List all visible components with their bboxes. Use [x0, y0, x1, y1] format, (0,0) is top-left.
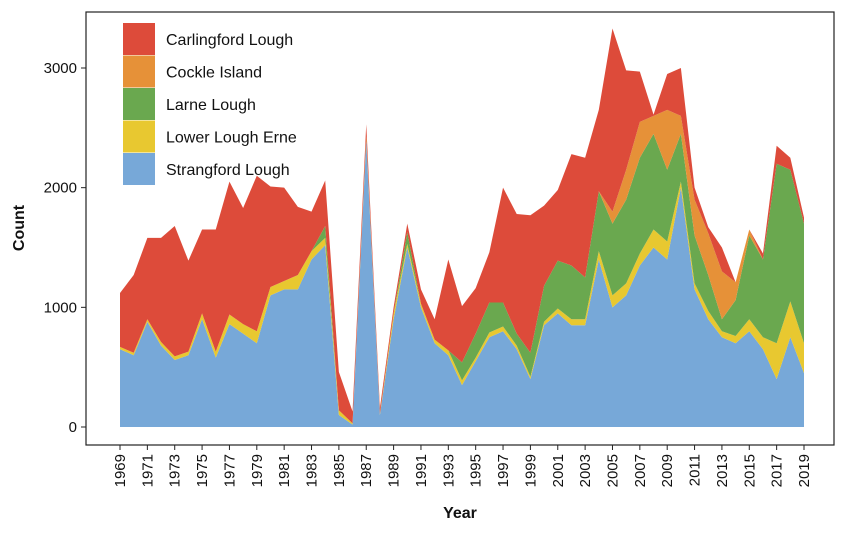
x-tick-label: 1983: [304, 454, 321, 487]
x-tick-label: 1999: [522, 454, 539, 487]
plot-frame: [85, 11, 835, 446]
x-tick-label: 2015: [741, 454, 758, 487]
x-tick-label: 1989: [386, 454, 403, 487]
y-tick-label: 0: [69, 419, 77, 436]
x-tick-label: 1979: [249, 454, 266, 487]
area-series-carlingford-lough: [120, 28, 804, 424]
y-tick-label: 1000: [44, 299, 77, 316]
x-tick-label: 1971: [139, 454, 156, 487]
area-series-larne-lough: [120, 133, 804, 424]
x-axis-title: Year: [443, 505, 477, 522]
x-tick-label: 2011: [687, 454, 704, 486]
legend-label: Cockle Island: [166, 65, 262, 82]
legend: Carlingford Lough Cockle Island Larne Loug…: [123, 23, 297, 185]
x-tick-label: 2005: [604, 454, 621, 487]
y-tick-label: 2000: [44, 180, 77, 197]
legend-label: Carlingford Lough: [166, 32, 293, 49]
x-tick-label: 2017: [769, 454, 786, 487]
x-tick-label: 1969: [112, 454, 129, 487]
legend-swatch: [123, 23, 155, 55]
y-tick-label: 3000: [44, 60, 77, 77]
legend-swatch: [123, 153, 155, 185]
x-tick-label: 2019: [796, 454, 813, 487]
area-series-strangford-lough: [120, 139, 804, 428]
area-layers: [120, 28, 804, 428]
x-tick-label: 2001: [550, 454, 567, 487]
x-axis: 1969 1971 1973 1975 1977 1979 1981 1983 1985 1987…: [112, 445, 813, 487]
x-tick-label: 1981: [276, 454, 293, 487]
legend-label: Lower Lough Erne: [166, 130, 297, 147]
x-tick-label: 1991: [413, 454, 430, 487]
x-tick-label: 1973: [167, 454, 184, 487]
legend-label: Strangford Lough: [166, 162, 290, 179]
x-tick-label: 1975: [194, 454, 211, 487]
legend-swatch: [123, 120, 155, 153]
legend-swatch: [123, 55, 155, 88]
x-tick-label: 1977: [221, 454, 238, 487]
y-axis-title: Count: [11, 204, 28, 251]
x-tick-label: 1985: [331, 454, 348, 487]
x-tick-label: 2013: [714, 454, 731, 487]
legend-swatch: [123, 88, 155, 120]
x-tick-label: 1995: [468, 454, 485, 487]
y-axis: 0 1000 2000 3000: [44, 60, 86, 436]
x-tick-label: 2007: [632, 454, 649, 487]
x-tick-label: 2003: [577, 454, 594, 487]
x-tick-label: 1993: [440, 454, 457, 487]
legend-label: Larne Lough: [166, 97, 256, 114]
x-tick-label: 1997: [495, 454, 512, 487]
x-tick-label: 1987: [358, 454, 375, 487]
x-tick-label: 2009: [659, 454, 676, 487]
